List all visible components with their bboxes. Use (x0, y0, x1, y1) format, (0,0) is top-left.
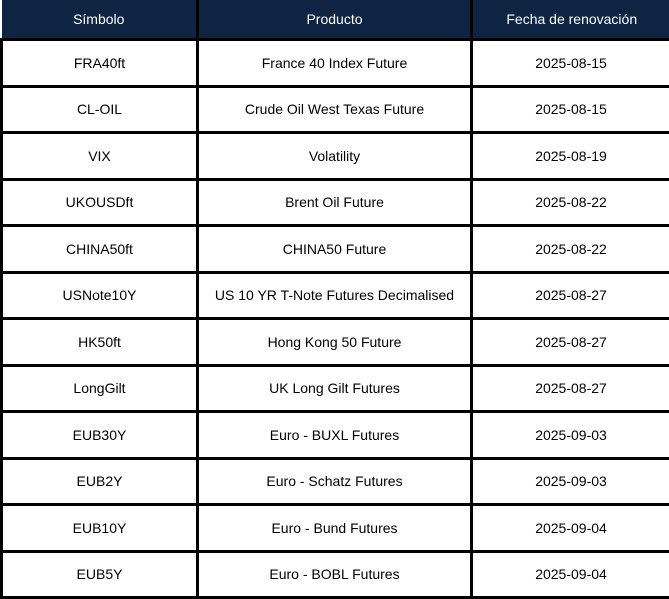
symbol-cell: FRA40ft (0, 38, 199, 88)
table-row: EUB30Y Euro - BUXL Futures 2025-09-03 (0, 410, 669, 460)
product-cell: UK Long Gilt Futures (196, 363, 473, 413)
renewal-date-cell: 2025-09-04 (470, 503, 669, 553)
symbol-cell: EUB2Y (0, 456, 199, 506)
renewal-date-cell: 2025-08-27 (470, 363, 669, 413)
symbol-cell: CL-OIL (0, 84, 199, 134)
symbol-cell: LongGilt (0, 363, 199, 413)
product-cell: France 40 Index Future (196, 38, 473, 88)
column-header-symbol: Símbolo (1, 0, 199, 41)
table-row: CL-OIL Crude Oil West Texas Future 2025-… (0, 84, 669, 134)
product-cell: Brent Oil Future (196, 177, 473, 227)
table-row: HK50ft Hong Kong 50 Future 2025-08-27 (0, 317, 669, 367)
renewal-date-cell: 2025-08-15 (470, 38, 669, 88)
product-cell: Crude Oil West Texas Future (196, 84, 473, 134)
table-row: FRA40ft France 40 Index Future 2025-08-1… (0, 38, 669, 88)
symbol-cell: CHINA50ft (0, 224, 199, 274)
symbol-cell: USNote10Y (0, 270, 199, 320)
table-row: EUB10Y Euro - Bund Futures 2025-09-04 (0, 503, 669, 553)
column-header-product: Producto (196, 0, 473, 41)
header-row: Símbolo Producto Fecha de renovación (1, 0, 669, 41)
renewal-date-cell: 2025-08-27 (470, 270, 669, 320)
renewal-date-cell: 2025-09-03 (470, 410, 669, 460)
symbol-cell: VIX (0, 131, 199, 181)
table-row: EUB5Y Euro - BOBL Futures 2025-09-04 (0, 549, 669, 599)
symbol-cell: EUB10Y (0, 503, 199, 553)
column-header-renewal-date: Fecha de renovación (470, 0, 669, 41)
product-cell: CHINA50 Future (196, 224, 473, 274)
renewal-date-cell: 2025-09-04 (470, 549, 669, 599)
product-cell: Euro - BOBL Futures (196, 549, 473, 599)
product-cell: Euro - Schatz Futures (196, 456, 473, 506)
symbol-cell: UKOUSDft (0, 177, 199, 227)
product-cell: Euro - Bund Futures (196, 503, 473, 553)
symbol-cell: EUB30Y (0, 410, 199, 460)
table-row: EUB2Y Euro - Schatz Futures 2025-09-03 (0, 456, 669, 506)
table-row: USNote10Y US 10 YR T-Note Futures Decima… (0, 270, 669, 320)
renewal-date-cell: 2025-09-03 (470, 456, 669, 506)
table-row: UKOUSDft Brent Oil Future 2025-08-22 (0, 177, 669, 227)
product-cell: Hong Kong 50 Future (196, 317, 473, 367)
table-body: FRA40ft France 40 Index Future 2025-08-1… (0, 38, 669, 599)
table-row: CHINA50ft CHINA50 Future 2025-08-22 (0, 224, 669, 274)
symbol-cell: HK50ft (0, 317, 199, 367)
renewal-date-cell: 2025-08-27 (470, 317, 669, 367)
renewal-date-cell: 2025-08-15 (470, 84, 669, 134)
symbol-cell: EUB5Y (0, 549, 199, 599)
renewal-date-cell: 2025-08-19 (470, 131, 669, 181)
product-cell: Euro - BUXL Futures (196, 410, 473, 460)
product-cell: US 10 YR T-Note Futures Decimalised (196, 270, 473, 320)
product-cell: Volatility (196, 131, 473, 181)
renewal-date-cell: 2025-08-22 (470, 224, 669, 274)
renewal-date-cell: 2025-08-22 (470, 177, 669, 227)
table-row: LongGilt UK Long Gilt Futures 2025-08-27 (0, 363, 669, 413)
table-header: Símbolo Producto Fecha de renovación (1, 0, 669, 41)
table-row: VIX Volatility 2025-08-19 (0, 131, 669, 181)
